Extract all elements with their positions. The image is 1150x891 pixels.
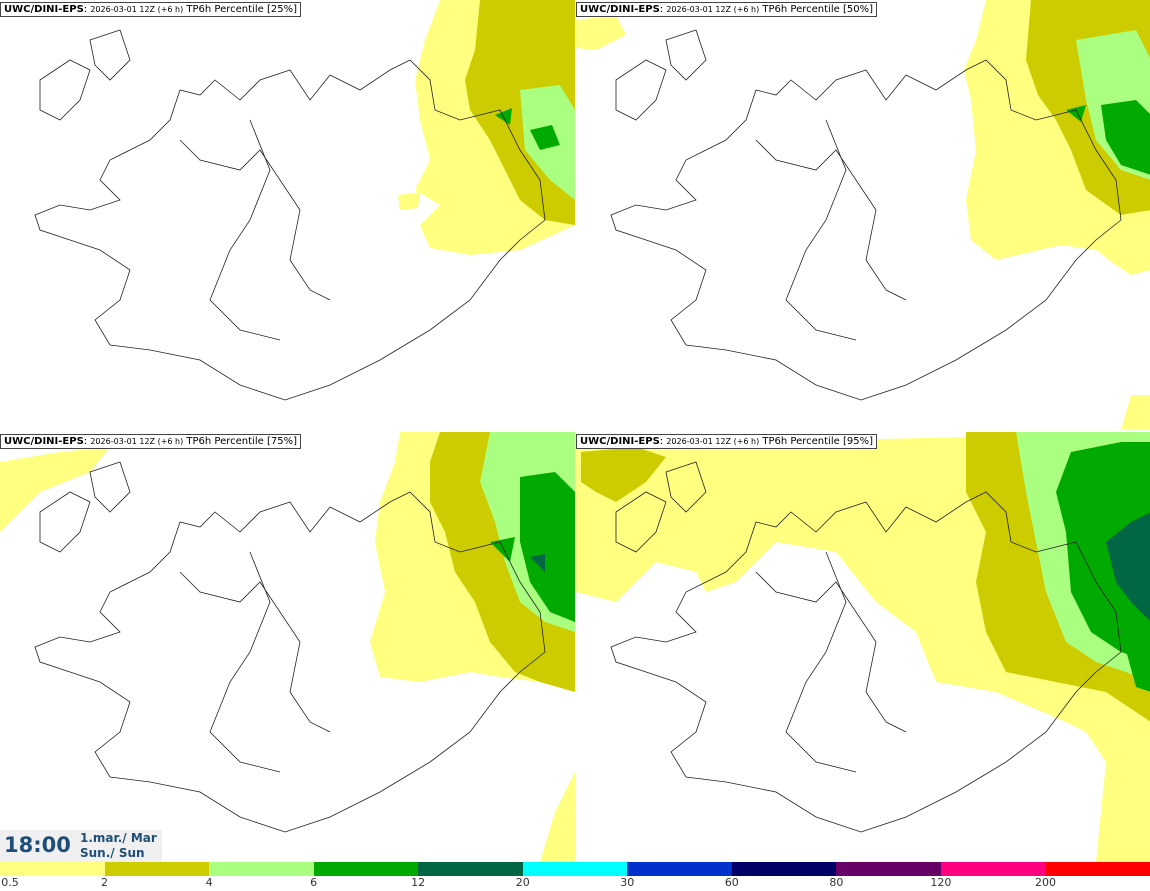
map-canvas — [34, 0, 575, 401]
legend-label: 30 — [620, 876, 635, 889]
valid-time: 18:00 — [4, 833, 71, 857]
legend-label: 80 — [829, 876, 844, 889]
legend-swatch — [731, 862, 837, 876]
legend-swatch — [104, 862, 210, 876]
map-canvas — [576, 432, 1150, 862]
field-name: TP6h Percentile [75%] — [186, 436, 297, 447]
panel-title: UWC/DINI-EPS: 2026-03-01 12Z (+6 h) TP6h… — [0, 434, 301, 449]
legend-label: 60 — [724, 876, 739, 889]
map-panel-p75: UWC/DINI-EPS: 2026-03-01 12Z (+6 h) TP6h… — [0, 432, 575, 862]
legend-label: 6 — [310, 876, 318, 889]
legend-swatch — [0, 862, 105, 876]
legend-swatch — [313, 862, 419, 876]
valid-date-line2: Sun./ Sun — [80, 846, 145, 860]
legend-label: 2 — [101, 876, 109, 889]
valid-date-line1: 1.mar./ Mar — [80, 831, 157, 845]
legend-label: 12 — [411, 876, 426, 889]
field-name: TP6h Percentile [95%] — [762, 436, 873, 447]
legend-bar — [0, 862, 1150, 876]
panel-title: UWC/DINI-EPS: 2026-03-01 12Z (+6 h) TP6h… — [0, 2, 301, 17]
map-panel-p95: UWC/DINI-EPS: 2026-03-01 12Z (+6 h) TP6h… — [576, 432, 1150, 862]
legend-swatch — [836, 862, 941, 876]
legend-swatch — [940, 862, 1046, 876]
model-name: UWC/DINI-EPS — [580, 436, 660, 447]
map-panel-p50: UWC/DINI-EPS: 2026-03-01 12Z (+6 h) TP6h… — [576, 0, 1150, 430]
run-time: 2026-03-01 12Z (+6 h) — [90, 5, 184, 14]
map-canvas — [576, 0, 1150, 430]
coastline — [34, 461, 546, 833]
valid-date: 1.mar./ Mar Sun./ Sun — [80, 831, 157, 861]
legend-label: 4 — [205, 876, 213, 889]
color-legend: 0.5 2 4 6 12 20 30 60 80 120 200 — [0, 862, 1150, 891]
run-time: 2026-03-01 12Z (+6 h) — [90, 437, 184, 446]
map-panel-p25: UWC/DINI-EPS: 2026-03-01 12Z (+6 h) TP6h… — [0, 0, 575, 430]
run-time: 2026-03-01 12Z (+6 h) — [666, 437, 760, 446]
legend-swatch — [627, 862, 732, 876]
valid-time-box: 18:00 1.mar./ Mar Sun./ Sun — [0, 830, 162, 862]
legend-label: 0.5 — [1, 876, 19, 889]
legend-swatch — [522, 862, 628, 876]
model-name: UWC/DINI-EPS — [4, 436, 84, 447]
model-name: UWC/DINI-EPS — [580, 4, 660, 15]
legend-swatch — [209, 862, 314, 876]
legend-label: 20 — [515, 876, 530, 889]
panel-title: UWC/DINI-EPS: 2026-03-01 12Z (+6 h) TP6h… — [576, 434, 877, 449]
model-name: UWC/DINI-EPS — [4, 4, 84, 15]
field-name: TP6h Percentile [50%] — [762, 4, 873, 15]
legend-label: 120 — [930, 876, 952, 889]
legend-swatch — [418, 862, 523, 876]
legend-swatch — [1045, 862, 1150, 876]
coastline — [610, 29, 1122, 401]
panel-title: UWC/DINI-EPS: 2026-03-01 12Z (+6 h) TP6h… — [576, 2, 877, 17]
field-name: TP6h Percentile [25%] — [186, 4, 297, 15]
coastline — [610, 461, 1122, 833]
legend-label: 200 — [1034, 876, 1056, 889]
panel-divider — [575, 0, 576, 862]
map-canvas — [0, 432, 575, 862]
coastline — [34, 29, 546, 401]
run-time: 2026-03-01 12Z (+6 h) — [666, 5, 760, 14]
